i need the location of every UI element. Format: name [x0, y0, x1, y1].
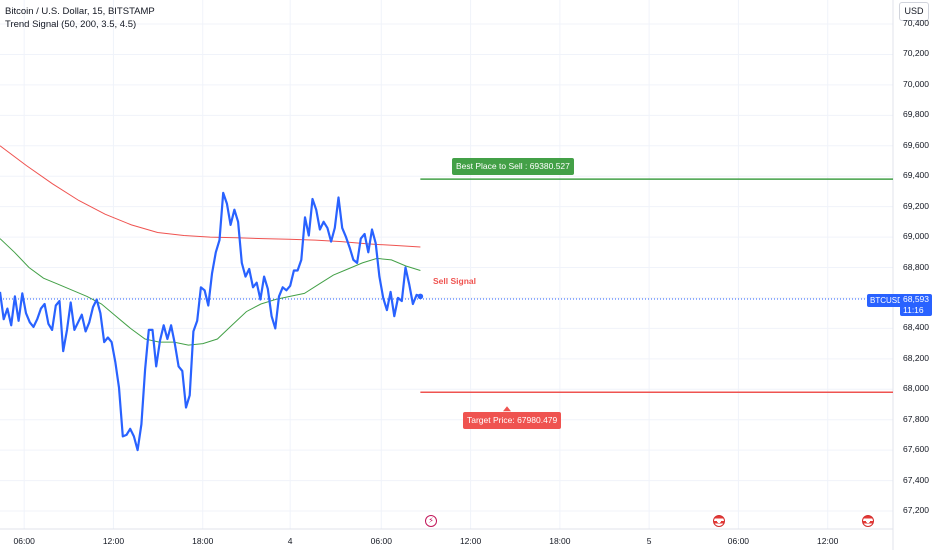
y-tick-label: 68,200: [903, 352, 929, 363]
ma-green-line: [0, 238, 421, 346]
y-tick-label: 67,600: [903, 444, 929, 455]
y-tick-label: 68,000: [903, 383, 929, 394]
y-tick-label: 69,600: [903, 139, 929, 150]
symbol-title[interactable]: Bitcoin / U.S. Dollar, 15, BITSTAMP: [5, 6, 155, 17]
x-tick-label: 06:00: [370, 536, 392, 546]
legend: Bitcoin / U.S. Dollar, 15, BITSTAMP Tren…: [5, 5, 155, 31]
y-tick-label: 70,200: [903, 48, 929, 59]
grid: [0, 0, 893, 529]
y-tick-label: 67,400: [903, 474, 929, 485]
y-tick-label: 69,200: [903, 200, 929, 211]
target-level-box: Target Price: 67980.479: [463, 412, 562, 429]
us-flag-icon[interactable]: [862, 515, 874, 527]
last-price-value: 68,593: [903, 294, 929, 304]
x-tick-label: 12:00: [817, 536, 839, 546]
symbol-tag: BTCUSD: [867, 294, 906, 307]
x-tick-label: 12:00: [459, 536, 482, 546]
x-tick-label: 4: [287, 536, 293, 546]
y-tick-label: 69,000: [903, 231, 929, 242]
lightning-icon[interactable]: ⚡: [425, 515, 437, 527]
y-tick-label: 68,400: [903, 322, 929, 333]
last-price-dot: [417, 293, 424, 300]
us-flag-icon[interactable]: [713, 515, 725, 527]
sell-level-box: Best Place to Sell : 69380.527: [452, 158, 574, 175]
y-tick-label: 69,800: [903, 109, 929, 120]
target-pointer-triangle: [503, 406, 511, 412]
sell-signal-label: Sell Signal: [433, 276, 476, 286]
y-tick-label: 68,800: [903, 261, 929, 272]
y-tick-label: 70,000: [903, 78, 929, 89]
x-tick-label: 18:00: [549, 536, 571, 546]
indicator-title[interactable]: Trend Signal (50, 200, 3.5, 4.5): [5, 19, 137, 30]
x-tick-label: 12:00: [102, 536, 125, 546]
currency-button[interactable]: USD: [899, 2, 929, 21]
x-tick-label: 06:00: [727, 536, 750, 546]
bar-countdown: 11:16: [903, 305, 924, 315]
last-price-tag: 68,593 11:16: [900, 294, 932, 316]
y-tick-label: 70,400: [903, 18, 929, 28]
y-tick-label: 67,800: [903, 413, 929, 424]
y-tick-label: 69,400: [903, 170, 929, 181]
y-tick-label: 67,200: [903, 505, 929, 515]
target-pointer: [503, 406, 511, 412]
ma-red-line: [0, 145, 421, 248]
price-series-line: [0, 191, 421, 452]
x-tick-label: 5: [646, 536, 652, 546]
x-tick-label: 18:00: [192, 536, 214, 546]
x-tick-label: 06:00: [13, 536, 35, 546]
